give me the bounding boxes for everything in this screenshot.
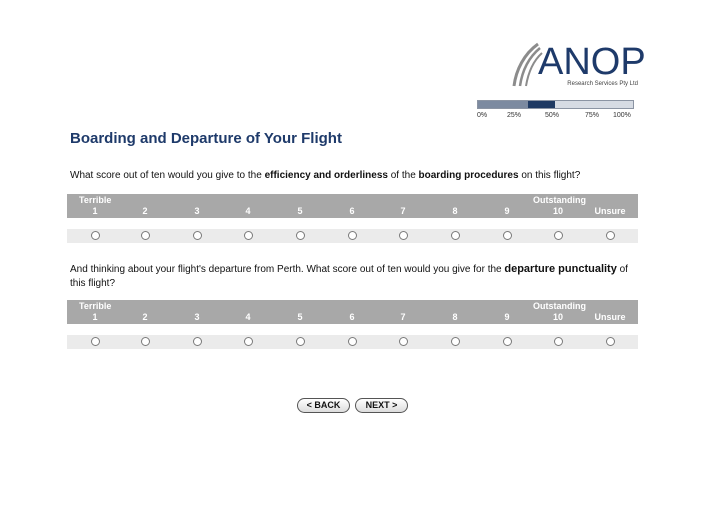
rating-radio-1-7[interactable] (399, 231, 408, 240)
rating-radio-1-10[interactable] (554, 231, 563, 240)
radio-row (67, 335, 638, 349)
scale-option-label: 1 (92, 312, 98, 322)
q1-text-part: on this flight? (518, 170, 581, 181)
next-button[interactable]: NEXT > (355, 398, 408, 413)
scale-option-label: 2 (142, 312, 148, 322)
rating-radio-1-3[interactable] (193, 231, 202, 240)
scale-option-label: 8 (452, 206, 458, 216)
progress-tick: 50% (545, 112, 560, 119)
question-1-text: What score out of ten would you give to … (70, 169, 642, 183)
rating-radio-2-7[interactable] (399, 337, 408, 346)
rating-radio-2-unsure[interactable] (606, 337, 615, 346)
scale-low-label: Terrible (79, 195, 112, 205)
page-title: Boarding and Departure of Your Flight (70, 130, 342, 147)
rating-radio-2-3[interactable] (193, 337, 202, 346)
rating-radio-2-2[interactable] (141, 337, 150, 346)
rating-radio-2-4[interactable] (244, 337, 253, 346)
scale-high-label: Outstanding (533, 195, 586, 205)
rating-radio-1-9[interactable] (503, 231, 512, 240)
progress-tick: 0% (477, 112, 488, 119)
scale-option-label: 4 (245, 312, 251, 322)
progress-tick: 75% (585, 112, 600, 119)
rating-scale-2: Terrible Outstanding 1 2 3 4 5 6 7 8 9 10 Unsure (67, 300, 638, 349)
progress-tick: 25% (507, 112, 522, 119)
rating-radio-2-5[interactable] (296, 337, 305, 346)
scale-low-label: Terrible (79, 301, 112, 311)
rating-scale-1: Terrible Outstanding 1 2 3 4 5 6 7 8 9 10 Unsure (67, 194, 638, 243)
q2-text-part: And thinking about your flight's departu… (70, 264, 505, 275)
brand-subtitle: Research Services Pty Ltd (567, 81, 638, 87)
rating-radio-1-6[interactable] (348, 231, 357, 240)
scale-option-label: Unsure (594, 206, 626, 216)
progress-ticks: 0% 25% 50% 75% 100% (477, 112, 637, 122)
scale-option-label: 6 (349, 312, 355, 322)
scale-option-label: 3 (194, 206, 200, 216)
back-button[interactable]: < BACK (297, 398, 350, 413)
rating-radio-1-5[interactable] (296, 231, 305, 240)
rating-radio-2-9[interactable] (503, 337, 512, 346)
progress-fill (527, 101, 556, 108)
rating-radio-1-2[interactable] (141, 231, 150, 240)
scale-option-label: 7 (400, 312, 406, 322)
q1-text-part: What score out of ten would you give to … (70, 170, 265, 181)
brand-name: ANOP (538, 41, 646, 83)
scale-option-label: 8 (452, 312, 458, 322)
scale-option-label: 6 (349, 206, 355, 216)
q1-bold-part: boarding procedures (418, 170, 519, 181)
rating-radio-2-6[interactable] (348, 337, 357, 346)
scale-option-label: 9 (504, 206, 510, 216)
rating-radio-1-1[interactable] (91, 231, 100, 240)
scale-option-label: 9 (504, 312, 510, 322)
rating-radio-1-8[interactable] (451, 231, 460, 240)
scale-option-label: 1 (92, 206, 98, 216)
rating-radio-1-4[interactable] (244, 231, 253, 240)
scale-option-label: 4 (245, 206, 251, 216)
rating-radio-2-8[interactable] (451, 337, 460, 346)
scale-option-label: 3 (194, 312, 200, 322)
q1-bold-part: efficiency and orderliness (264, 170, 388, 181)
rating-radio-2-1[interactable] (91, 337, 100, 346)
logo-swoosh-icon (512, 42, 543, 87)
scale-header: Terrible Outstanding 1 2 3 4 5 6 7 8 9 10 Unsure (67, 300, 638, 324)
rating-radio-2-10[interactable] (554, 337, 563, 346)
progress-fill-light (478, 101, 528, 108)
scale-header: Terrible Outstanding 1 2 3 4 5 6 7 8 9 10 Unsure (67, 194, 638, 218)
anop-logo: ANOP Research Services Pty Ltd (508, 36, 646, 92)
q1-text-part: of the (387, 170, 419, 181)
scale-option-label: 2 (142, 206, 148, 216)
scale-option-label: 10 (552, 312, 563, 322)
scale-option-label: 10 (552, 206, 563, 216)
radio-row (67, 229, 638, 243)
rating-radio-1-unsure[interactable] (606, 231, 615, 240)
scale-option-label: 7 (400, 206, 406, 216)
question-2-text: And thinking about your flight's departu… (70, 262, 642, 291)
progress-bar (477, 100, 634, 109)
scale-option-label: 5 (297, 312, 303, 322)
scale-high-label: Outstanding (533, 301, 586, 311)
scale-option-label: Unsure (594, 312, 626, 322)
scale-option-label: 5 (297, 206, 303, 216)
q2-bold-part: departure punctuality (504, 263, 617, 275)
q2-text-part: of this flight? (70, 264, 628, 289)
progress-tick: 100% (613, 112, 631, 119)
